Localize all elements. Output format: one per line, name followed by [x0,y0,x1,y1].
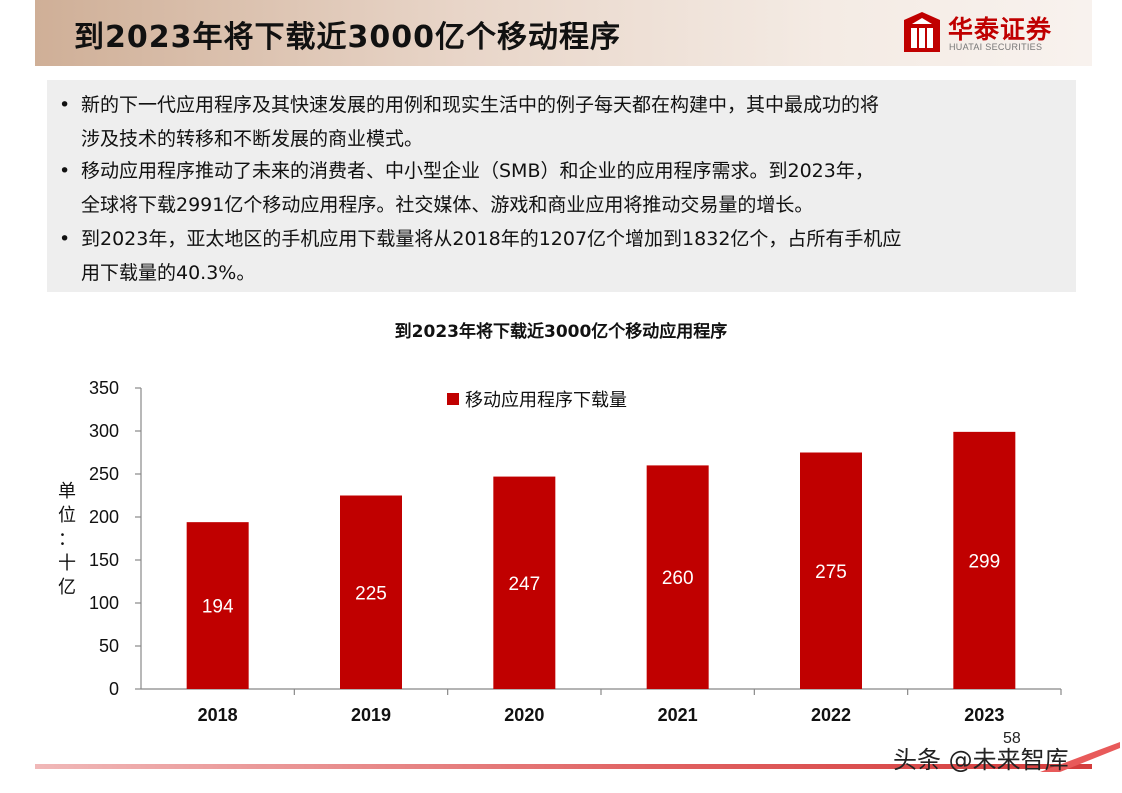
bar [340,495,402,689]
logo-english-text: HUATAI SECURITIES [949,42,1043,52]
bar [646,465,709,689]
legend-label: 移动应用程序下载量 [465,390,627,411]
x-tick-label: 2023 [964,705,1004,725]
y-tick-label: 300 [89,421,119,441]
chart-title: 到2023年将下载近3000亿个移动应用程序 [395,321,728,342]
x-tick-label: 2022 [811,705,851,725]
logo-chinese-text: 华泰证券 [948,15,1053,44]
bar [800,452,862,689]
x-tick-label: 2018 [198,705,238,725]
y-axis-label-char: 单 [58,481,76,502]
y-tick-label: 150 [89,550,119,570]
bullet-line: 移动应用程序推动了未来的消费者、中小型企业（SMB）和企业的应用程序需求。到20… [81,160,874,182]
bullet-dot: • [59,228,71,250]
bar-value-label: 247 [508,574,540,595]
y-tick-label: 50 [99,636,119,656]
page-number: 58 [1003,730,1021,747]
y-tick-label: 100 [89,593,119,613]
bar-value-label: 225 [355,583,387,604]
y-tick-label: 350 [89,378,119,398]
page-title: 到2023年将下载近3000亿个移动程序 [74,20,621,55]
bullet-line: 全球将下载2991亿个移动应用程序。社交媒体、游戏和商业应用将推动交易量的增长。 [81,194,814,216]
huatai-logo: 华泰证券 HUATAI SECURITIES [904,12,1064,56]
y-axis-label-char: ： [58,529,76,550]
y-axis-label-char: 亿 [58,577,76,598]
bar [186,522,249,689]
y-tick-label: 200 [89,507,119,527]
bar-value-label: 275 [815,562,847,583]
huatai-logo-icon [904,12,940,52]
bar-value-label: 194 [202,597,234,618]
bullet-dot: • [59,94,71,116]
bullet-text: 到2023年，亚太地区的手机应用下载量将从2018年的1207亿个增加到1832… [81,222,1071,290]
bullet-line: 涉及技术的转移和不断发展的商业模式。 [81,128,424,150]
y-tick-label: 250 [89,464,119,484]
bar [493,476,556,689]
footer-accent-shape [1040,742,1120,772]
bullet-line: 新的下一代应用程序及其快速发展的用例和现实生活中的例子每天都在构建中，其中最成功… [81,94,880,116]
bullet-text: 新的下一代应用程序及其快速发展的用例和现实生活中的例子每天都在构建中，其中最成功… [81,88,1071,156]
legend-swatch [447,393,459,405]
watermark-text: 头条 @未来智库 [893,746,1069,774]
x-tick-label: 2021 [658,705,698,725]
x-tick-label: 2020 [504,705,544,725]
footer-divider [35,764,1092,769]
y-tick-label: 0 [109,679,119,699]
bullet-dot: • [59,160,71,182]
bullet-panel: • 新的下一代应用程序及其快速发展的用例和现实生活中的例子每天都在构建中，其中最… [47,80,1076,292]
download-bar-chart: 到2023年将下载近3000亿个移动应用程序 0 50 100 150 200 250 300… [58,321,1062,725]
bullet-text: 移动应用程序推动了未来的消费者、中小型企业（SMB）和企业的应用程序需求。到20… [81,154,1071,222]
y-axis-label-char: 十 [58,553,76,574]
y-axis-label-char: 位 [58,505,76,526]
bar-value-label: 299 [968,551,1000,572]
bar [953,431,1016,689]
bullet-line: 到2023年，亚太地区的手机应用下载量将从2018年的1207亿个增加到1832… [81,228,902,250]
x-tick-label: 2019 [351,705,391,725]
bar-value-label: 260 [662,568,694,589]
bullet-line: 用下载量的40.3%。 [81,262,256,284]
